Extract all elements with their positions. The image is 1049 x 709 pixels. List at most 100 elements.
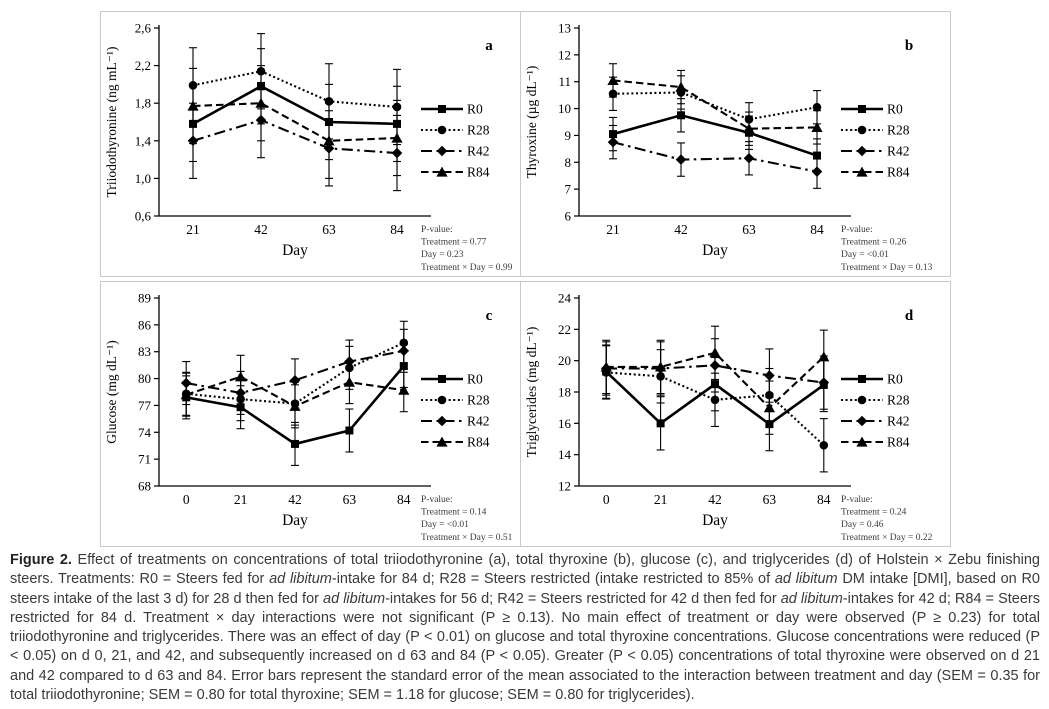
svg-text:16: 16 (558, 416, 572, 431)
svg-text:2,6: 2,6 (135, 21, 152, 36)
svg-text:14: 14 (558, 447, 572, 462)
svg-text:71: 71 (138, 452, 151, 467)
svg-text:84: 84 (817, 492, 831, 507)
svg-text:63: 63 (742, 222, 756, 237)
svg-text:84: 84 (810, 222, 824, 237)
svg-text:Treatment × Day = 0.99: Treatment × Day = 0.99 (421, 263, 513, 273)
svg-text:77: 77 (138, 398, 152, 413)
svg-text:R42: R42 (467, 414, 490, 429)
svg-text:12: 12 (558, 47, 571, 62)
svg-text:22: 22 (558, 322, 571, 337)
svg-text:12: 12 (558, 479, 571, 494)
svg-text:R42: R42 (467, 144, 490, 159)
svg-text:18: 18 (558, 385, 571, 400)
svg-text:Glucose (mg dL⁻¹): Glucose (mg dL⁻¹) (104, 340, 119, 443)
svg-text:13: 13 (558, 21, 571, 36)
svg-text:R0: R0 (467, 102, 483, 117)
svg-text:83: 83 (138, 344, 151, 359)
svg-text:Day: Day (282, 512, 308, 529)
svg-text:Treatment × Day = 0.51: Treatment × Day = 0.51 (421, 533, 513, 543)
svg-text:84: 84 (397, 492, 411, 507)
svg-text:Treatment × Day = 0.13: Treatment × Day = 0.13 (841, 263, 933, 273)
svg-text:Thyroxine (µg dL⁻¹): Thyroxine (µg dL⁻¹) (524, 66, 539, 179)
svg-text:Treatment × Day = 0.22: Treatment × Day = 0.22 (841, 533, 933, 543)
svg-text:20: 20 (558, 353, 571, 368)
svg-text:21: 21 (234, 492, 248, 507)
svg-text:Triiodothyronine (ng mL⁻¹): Triiodothyronine (ng mL⁻¹) (104, 47, 119, 198)
svg-text:10: 10 (558, 101, 571, 116)
svg-text:0: 0 (603, 492, 610, 507)
svg-text:63: 63 (343, 492, 357, 507)
svg-text:42: 42 (708, 492, 722, 507)
svg-text:21: 21 (606, 222, 620, 237)
svg-text:63: 63 (763, 492, 777, 507)
svg-text:R84: R84 (887, 165, 910, 180)
svg-text:Day = <0.01: Day = <0.01 (841, 250, 889, 260)
svg-text:89: 89 (138, 291, 151, 306)
svg-text:1,8: 1,8 (135, 96, 151, 111)
svg-text:R42: R42 (887, 414, 910, 429)
svg-text:Day: Day (702, 242, 728, 259)
panel-d-triglycerides: 12 14 16 18 20 22 24 0 21 42 63 84 Day Triglycerides … (520, 281, 951, 547)
svg-text:0: 0 (183, 492, 190, 507)
svg-text:Triglycerides (mg dL⁻¹): Triglycerides (mg dL⁻¹) (524, 327, 539, 458)
svg-text:R84: R84 (467, 435, 490, 450)
svg-text:0,6: 0,6 (135, 209, 152, 224)
chart-b-thyroxine: 6 7 8 9 10 11 12 13 21 42 63 84 Day Thyroxine (µg dL⁻… (524, 21, 933, 273)
svg-text:21: 21 (654, 492, 668, 507)
svg-text:8: 8 (565, 155, 572, 170)
svg-text:a: a (485, 38, 493, 54)
svg-text:6: 6 (565, 209, 572, 224)
svg-text:d: d (905, 308, 914, 324)
svg-text:Day = 0.23: Day = 0.23 (421, 250, 464, 260)
svg-text:Day = 0.46: Day = 0.46 (841, 520, 884, 530)
svg-text:P-value:: P-value: (421, 495, 453, 505)
svg-text:80: 80 (138, 371, 151, 386)
svg-text:P-value:: P-value: (841, 495, 873, 505)
svg-text:Treatment = 0.77: Treatment = 0.77 (421, 238, 487, 248)
svg-text:21: 21 (186, 222, 200, 237)
svg-text:b: b (905, 38, 913, 54)
svg-text:R42: R42 (887, 144, 910, 159)
svg-text:11: 11 (558, 74, 571, 89)
svg-text:R28: R28 (887, 393, 910, 408)
svg-text:Day: Day (702, 512, 728, 529)
panel-b-thyroxine: 6 7 8 9 10 11 12 13 21 42 63 84 Day Thyroxine (µg dL⁻… (520, 11, 951, 277)
chart-d-triglycerides: 12 14 16 18 20 22 24 0 21 42 63 84 Day Triglycerides … (524, 291, 933, 543)
svg-text:84: 84 (390, 222, 404, 237)
svg-text:R28: R28 (467, 393, 490, 408)
svg-text:86: 86 (138, 317, 152, 332)
svg-text:Treatment = 0.24: Treatment = 0.24 (841, 508, 907, 518)
svg-text:24: 24 (558, 291, 572, 306)
svg-text:1,0: 1,0 (135, 171, 151, 186)
svg-text:Treatment = 0.14: Treatment = 0.14 (421, 508, 487, 518)
svg-text:42: 42 (254, 222, 268, 237)
svg-text:P-value:: P-value: (841, 225, 873, 235)
svg-text:2,2: 2,2 (135, 58, 151, 73)
svg-text:1,4: 1,4 (135, 133, 152, 148)
svg-text:Treatment = 0.26: Treatment = 0.26 (841, 238, 907, 248)
svg-text:63: 63 (322, 222, 336, 237)
svg-text:R84: R84 (887, 435, 910, 450)
svg-text:c: c (486, 308, 493, 324)
svg-text:74: 74 (138, 425, 152, 440)
panel-c-glucose: 68 71 74 77 80 83 86 89 0 21 42 63 84 Day Glucose (mg … (100, 281, 521, 547)
panel-a-triiodothyronine: 0,6 1,0 1,4 1,8 2,2 2,6 21 42 63 84 Day Triiodothyr… (100, 11, 521, 277)
svg-text:68: 68 (138, 479, 151, 494)
svg-text:Day = <0.01: Day = <0.01 (421, 520, 469, 530)
svg-text:Day: Day (282, 242, 308, 259)
svg-text:7: 7 (565, 182, 572, 197)
svg-text:9: 9 (565, 128, 572, 143)
svg-text:R0: R0 (887, 102, 903, 117)
chart-c-glucose: 68 71 74 77 80 83 86 89 0 21 42 63 84 Day Glucose (mg … (104, 291, 513, 543)
figure-caption: Figure 2. Effect of treatments on concen… (10, 552, 1040, 704)
svg-text:R0: R0 (887, 372, 903, 387)
svg-text:R28: R28 (467, 123, 490, 138)
svg-text:42: 42 (674, 222, 688, 237)
svg-text:R28: R28 (887, 123, 910, 138)
svg-text:R84: R84 (467, 165, 490, 180)
svg-text:42: 42 (288, 492, 302, 507)
svg-text:P-value:: P-value: (421, 225, 453, 235)
chart-a-triiodothyronine: 0,6 1,0 1,4 1,8 2,2 2,6 21 42 63 84 Day Triiodothyr… (104, 21, 513, 273)
